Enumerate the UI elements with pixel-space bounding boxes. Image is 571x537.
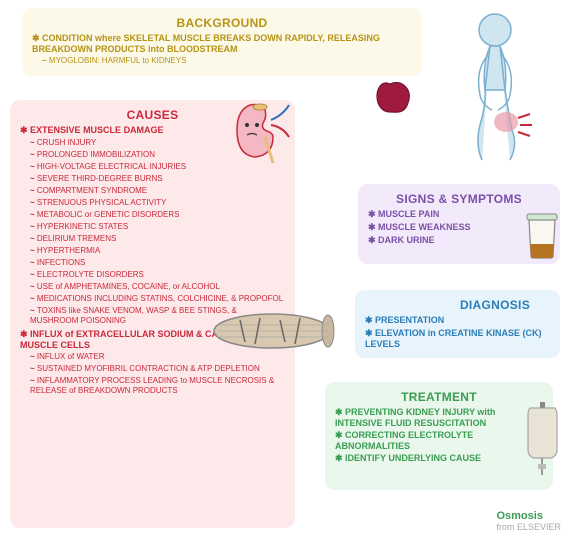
list-item: HYPERKINETIC STATES [30,222,285,232]
treatment-card: TREATMENT ✱ PREVENTING KIDNEY INJURY wit… [325,382,553,490]
list-item: ✱ PRESENTATION [365,315,550,326]
list-item: HYPERTHERMIA [30,246,285,256]
logo-text: Osmosis [496,510,542,522]
signs-title: SIGNS & SYMPTOMS [368,192,550,206]
diagnosis-title: DIAGNOSIS [365,298,530,312]
kidney-icon [225,95,295,165]
list-item: USE of AMPHETAMINES, COCAINE, or ALCOHOL [30,282,285,292]
list-item: ✱ ELEVATION in CREATINE KINASE (CK) LEVE… [365,328,550,349]
list-item: MEDICATIONS INCLUDING STATINS, COLCHICIN… [30,294,285,304]
myoglobin-icon [370,78,415,118]
treatment-title: TREATMENT [335,390,543,404]
list-item: ✱ PREVENTING KIDNEY INJURY with INTENSIV… [335,407,543,428]
muscle-fiber-icon [210,310,335,352]
list-item: DELIRIUM TREMENS [30,234,285,244]
list-item: ✱ IDENTIFY UNDERLYING CAUSE [335,453,543,464]
list-item: INFECTIONS [30,258,285,268]
figure-icon [440,10,555,170]
background-sub: MYOGLOBIN: HARMFUL to KIDNEYS [42,56,412,66]
list-item: ✱ CORRECTING ELECTROLYTE ABNORMALITIES [335,430,543,451]
treatment-list: ✱ PREVENTING KIDNEY INJURY with INTENSIV… [335,407,543,464]
list-item: SEVERE THIRD-DEGREE BURNS [30,174,285,184]
list-item: ELECTROLYTE DISORDERS [30,270,285,280]
list-item: STRENUOUS PHYSICAL ACTIVITY [30,198,285,208]
diagnosis-card: DIAGNOSIS ✱ PRESENTATION ✱ ELEVATION in C… [355,290,560,358]
causes-list1: CRUSH INJURYPROLONGED IMMOBILIZATIONHIGH… [20,138,285,326]
background-headline-text: CONDITION where SKELETAL MUSCLE BREAKS D… [32,33,380,54]
background-headline: ✱ CONDITION where SKELETAL MUSCLE BREAKS… [32,33,412,54]
list-item: INFLAMMATORY PROCESS LEADING to MUSCLE N… [30,376,285,396]
logo-sub: from ELSEVIER [496,522,561,532]
background-title: BACKGROUND [32,16,412,30]
branding: Osmosis from ELSEVIER [496,510,561,532]
iv-bag-icon [520,400,565,478]
list-item: METABOLIC or GENETIC DISORDERS [30,210,285,220]
urine-cup-icon [521,212,563,260]
list-item: COMPARTMENT SYNDROME [30,186,285,196]
causes-heading1-text: EXTENSIVE MUSCLE DAMAGE [30,125,164,135]
causes-list2: INFLUX of WATER SUSTAINED MYOFIBRIL CONTR… [20,352,285,396]
background-card: BACKGROUND ✱ CONDITION where SKELETAL MU… [22,8,422,76]
diagnosis-list: ✱ PRESENTATION ✱ ELEVATION in CREATINE KI… [365,315,550,349]
list-item: SUSTAINED MYOFIBRIL CONTRACTION & ATP DE… [30,364,285,374]
list-item: INFLUX of WATER [30,352,285,362]
